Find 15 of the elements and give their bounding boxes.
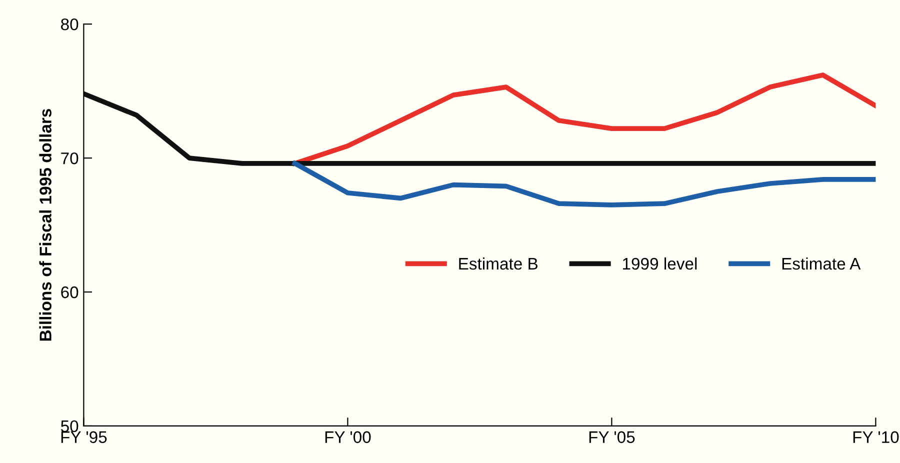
y-tick-label: 70	[61, 152, 78, 164]
y-tick-label: 80	[61, 18, 78, 30]
y-tick-label: 60	[61, 286, 78, 298]
legend-label: Estimate A	[782, 257, 861, 270]
line-series	[292, 72, 876, 166]
x-tick-label: FY '05	[589, 431, 635, 444]
x-tick-label: FY '95	[61, 431, 107, 444]
line-series	[84, 91, 876, 166]
x-tick-label: FY '00	[325, 431, 371, 444]
legend-label: 1999 level	[622, 257, 697, 270]
y-axis-title: Billions of Fiscal 1995 dollars	[39, 108, 52, 341]
legend-label: Estimate B	[459, 257, 538, 270]
y-tick-label: 50	[60, 420, 78, 432]
x-tick-label: FY '10	[853, 431, 899, 444]
line-series	[292, 160, 876, 208]
